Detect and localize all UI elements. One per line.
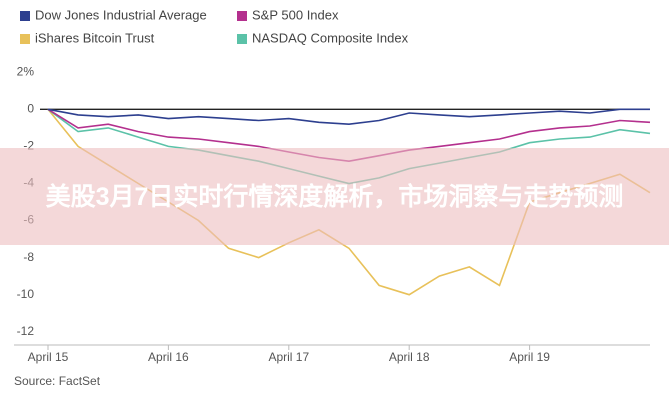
- legend-label: NASDAQ Composite Index: [252, 30, 409, 45]
- y-tick-label: -8: [23, 250, 34, 264]
- banner: 美股3月7日实时行情深度解析，市场洞察与走势预测: [0, 148, 669, 245]
- x-tick-label: April 18: [389, 350, 430, 364]
- x-tick-label: April 15: [28, 350, 69, 364]
- y-tick-label: -2: [23, 139, 34, 153]
- legend-label: S&P 500 Index: [252, 7, 339, 22]
- x-tick-label: April 19: [509, 350, 550, 364]
- legend-swatch: [20, 34, 30, 44]
- source: Source: FactSet: [14, 374, 101, 388]
- y-tick-label: -10: [17, 287, 35, 301]
- x-tick-label: April 17: [268, 350, 309, 364]
- legend-swatch: [20, 11, 30, 21]
- banner-title: 美股3月7日实时行情深度解析，市场洞察与走势预测: [45, 182, 624, 211]
- legend-swatch: [237, 11, 247, 21]
- y-tick-label: 2%: [17, 64, 35, 78]
- y-tick-label: 0: [27, 102, 34, 116]
- legend-swatch: [237, 34, 247, 44]
- legend-label: Dow Jones Industrial Average: [35, 7, 207, 22]
- y-tick-label: -12: [17, 324, 35, 338]
- legend-label: iShares Bitcoin Trust: [35, 30, 155, 45]
- series-line: [47, 108, 650, 126]
- x-tick-label: April 16: [148, 350, 189, 364]
